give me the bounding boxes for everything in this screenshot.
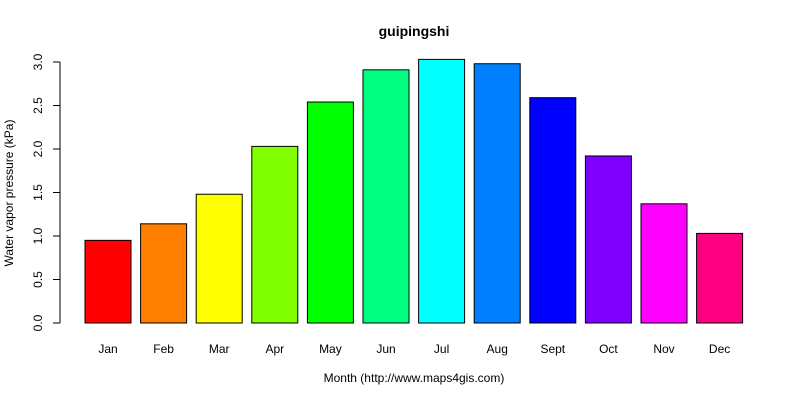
x-tick-label: May [319,342,342,356]
bar [195,193,243,324]
y-tick-label: 0.5 [31,271,45,288]
y-tick-label: 2.0 [31,140,45,157]
x-tick-label: Apr [265,342,284,356]
bar [362,69,410,324]
x-tick-label: Sept [540,342,565,356]
x-tick-label: Dec [709,342,730,356]
bar [418,58,466,324]
x-tick-label: Mar [209,342,230,356]
bar [140,223,188,324]
y-tick-label: 3.0 [31,53,45,70]
x-tick-label: Aug [487,342,508,356]
bar [306,101,354,324]
x-tick-label: Jan [98,342,117,356]
bar [251,145,299,324]
y-axis-label: Water vapor pressure (kPa) [2,120,16,267]
x-axis-label: Month (http://www.maps4gis.com) [324,371,505,385]
x-tick-label: Jul [434,342,449,356]
x-tick-label: Oct [599,342,618,356]
bar [529,97,577,324]
x-tick-label: Feb [153,342,174,356]
bar [696,232,744,324]
y-tick-label: 0.0 [31,314,45,331]
bar [584,155,632,324]
y-tick-label: 1.5 [31,184,45,201]
y-tick-label: 2.5 [31,97,45,114]
y-tick-label: 1.0 [31,227,45,244]
x-tick-label: Nov [653,342,674,356]
bar [84,239,132,324]
x-tick-label: Jun [376,342,395,356]
bar [473,63,521,324]
bar [640,203,688,324]
chart-title: guipingshi [379,23,450,39]
